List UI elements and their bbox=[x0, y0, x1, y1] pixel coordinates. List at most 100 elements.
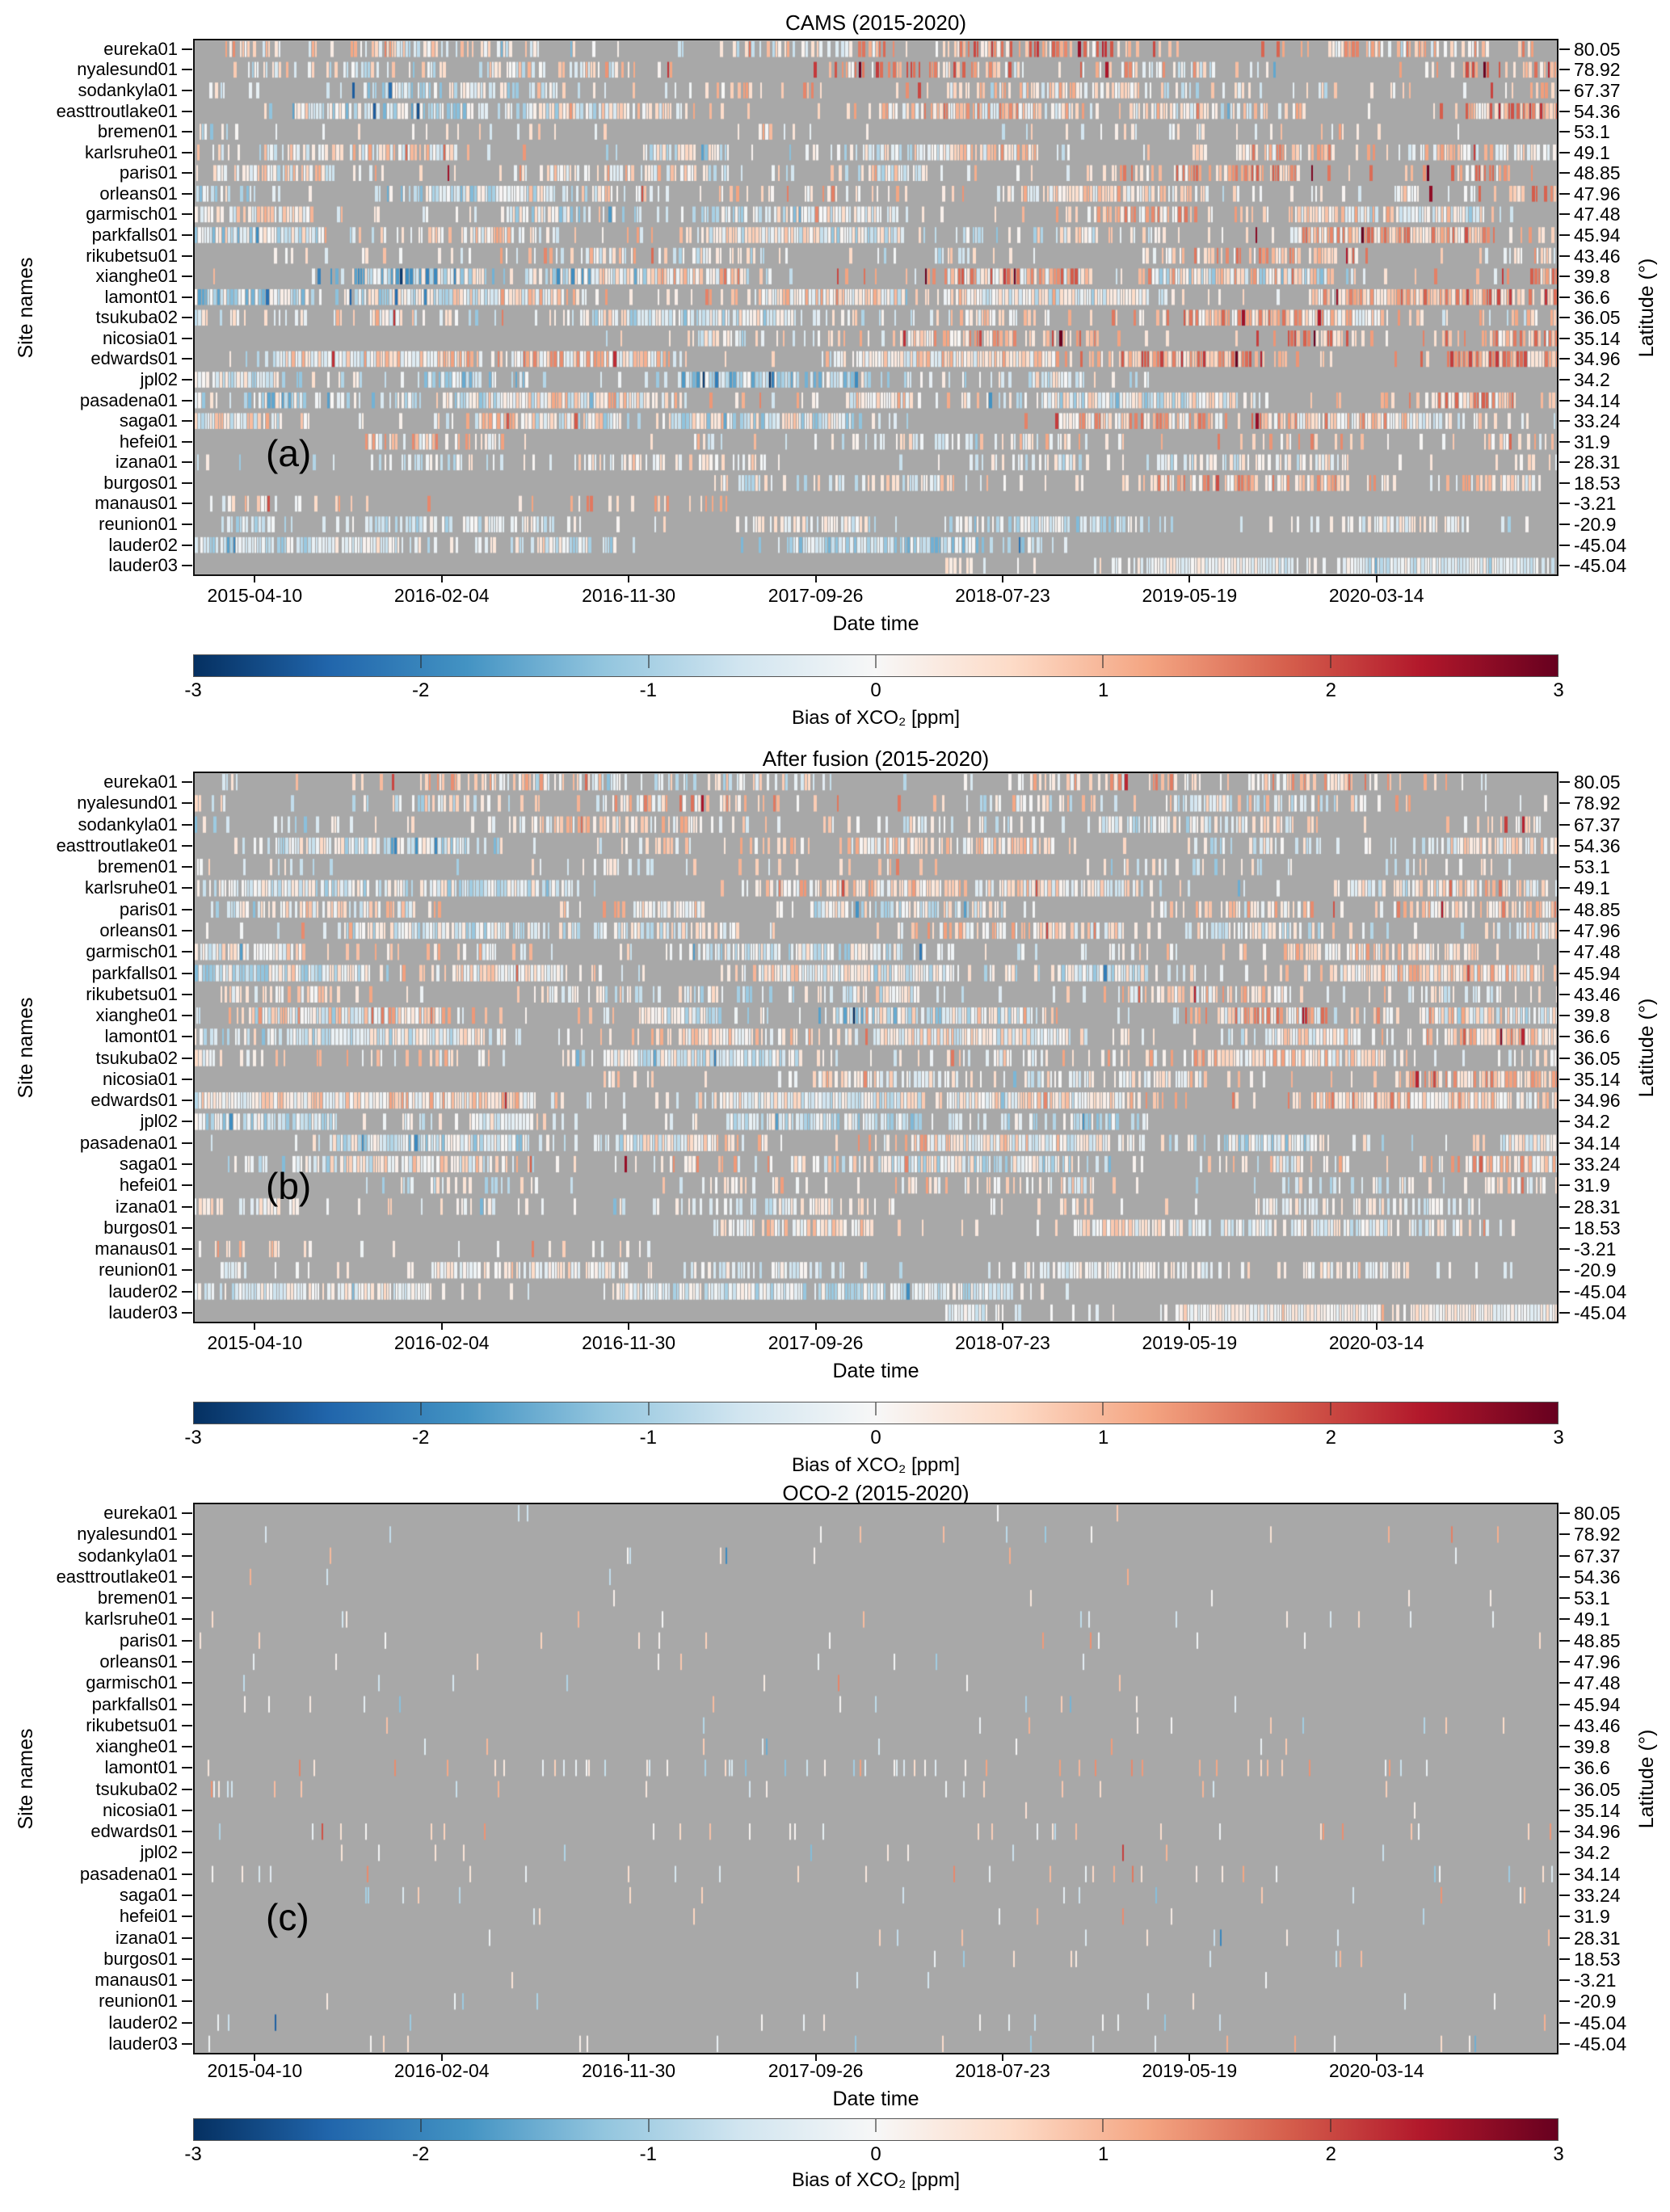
latitude-label: -45.04 bbox=[1574, 534, 1627, 556]
y-tick-right bbox=[1559, 1100, 1570, 1102]
colorbar-tick-label: 3 bbox=[1553, 2143, 1564, 2165]
latitude-label: 31.9 bbox=[1574, 1906, 1610, 1928]
y-tick-right bbox=[1559, 1831, 1570, 1833]
site-label: tsukuba02 bbox=[95, 1778, 178, 1799]
y-tick-left bbox=[182, 1226, 192, 1229]
site-label: lauder02 bbox=[108, 2012, 178, 2033]
site-label: tsukuba02 bbox=[95, 307, 178, 328]
colorbar-tick bbox=[1102, 1402, 1104, 1415]
y-tick-right bbox=[1559, 1248, 1570, 1251]
y-tick-left bbox=[182, 151, 192, 153]
y-tick-right bbox=[1559, 1767, 1570, 1769]
colorbar-tick bbox=[1329, 1402, 1331, 1415]
latitude-label: 35.14 bbox=[1574, 327, 1621, 349]
latitude-label: 67.37 bbox=[1574, 814, 1621, 835]
site-label: lauder02 bbox=[108, 534, 178, 555]
y-tick-left bbox=[182, 420, 192, 423]
latitude-label: 47.96 bbox=[1574, 183, 1621, 204]
colorbar-tick bbox=[875, 1402, 877, 1415]
site-label: rikubetsu01 bbox=[86, 1714, 178, 1735]
latitude-label: 47.48 bbox=[1574, 204, 1621, 225]
site-label: eureka01 bbox=[103, 772, 178, 793]
site-label: pasadena01 bbox=[79, 1132, 178, 1153]
x-tick bbox=[254, 1323, 256, 1330]
y-tick-right bbox=[1559, 1661, 1570, 1663]
y-tick-left bbox=[182, 2000, 192, 2003]
colorbar-tick bbox=[875, 655, 877, 668]
site-label: hefei01 bbox=[119, 431, 178, 452]
colorbar-tick-label: 0 bbox=[870, 1427, 881, 1449]
y-tick-left bbox=[182, 972, 192, 974]
y-tick-right bbox=[1559, 89, 1570, 91]
colorbar-tick-label: 2 bbox=[1325, 2143, 1336, 2165]
colorbar bbox=[193, 1402, 1559, 1424]
y-tick-left bbox=[182, 844, 192, 847]
x-tick-label: 2015-04-10 bbox=[207, 585, 303, 606]
site-label: lamont01 bbox=[104, 1757, 178, 1778]
site-label: orleans01 bbox=[99, 920, 178, 941]
panel-letter: (b) bbox=[266, 1165, 312, 1207]
colorbar bbox=[193, 2118, 1559, 2141]
latitude-label: 49.1 bbox=[1574, 877, 1610, 899]
latitude-label: 54.36 bbox=[1574, 1566, 1621, 1588]
site-label: izana01 bbox=[115, 1196, 178, 1217]
site-label: parkfalls01 bbox=[91, 1693, 178, 1714]
colorbar-tick bbox=[647, 1402, 650, 1415]
y-tick-right bbox=[1559, 1703, 1570, 1705]
y-tick-right bbox=[1559, 151, 1570, 153]
y-tick-left bbox=[182, 1100, 192, 1102]
site-label: orleans01 bbox=[99, 183, 178, 204]
site-label: nicosia01 bbox=[103, 1799, 178, 1820]
y-tick-left bbox=[182, 440, 192, 443]
latitude-label: 33.24 bbox=[1574, 1153, 1621, 1175]
site-label: izana01 bbox=[115, 452, 178, 473]
x-tick bbox=[1188, 2054, 1191, 2061]
y-tick-right bbox=[1559, 887, 1570, 889]
latitude-label: -20.9 bbox=[1574, 1259, 1617, 1281]
latitude-label: 78.92 bbox=[1574, 1524, 1621, 1545]
colorbar-tick-label: -3 bbox=[184, 679, 202, 701]
y-tick-left bbox=[182, 1937, 192, 1939]
y-tick-left bbox=[182, 275, 192, 278]
x-tick bbox=[1375, 1323, 1378, 1330]
latitude-label: 34.2 bbox=[1574, 369, 1610, 391]
site-label: lauder02 bbox=[108, 1281, 178, 1302]
x-tick-label: 2020-03-14 bbox=[1328, 1332, 1424, 1353]
latitude-label: 18.53 bbox=[1574, 1948, 1621, 1970]
latitude-label: 54.36 bbox=[1574, 835, 1621, 856]
x-tick bbox=[814, 2054, 817, 2061]
y-tick-right bbox=[1559, 1184, 1570, 1187]
site-label: reunion01 bbox=[99, 514, 178, 535]
y-tick-right bbox=[1559, 420, 1570, 423]
latitude-label: 35.14 bbox=[1574, 1799, 1621, 1821]
latitude-label: 47.48 bbox=[1574, 941, 1621, 963]
y-tick-left bbox=[182, 296, 192, 298]
x-axis-label: Date time bbox=[832, 2088, 919, 2110]
site-label: xianghe01 bbox=[95, 1736, 178, 1757]
latitude-label: 36.05 bbox=[1574, 1047, 1621, 1069]
latitude-label: 34.14 bbox=[1574, 389, 1621, 411]
site-label: pasadena01 bbox=[79, 1863, 178, 1884]
site-label: bremen01 bbox=[97, 1588, 178, 1609]
colorbar-tick bbox=[420, 2119, 423, 2132]
x-tick-label: 2017-09-26 bbox=[768, 585, 864, 606]
y-tick-left bbox=[182, 69, 192, 71]
colorbar-tick bbox=[1329, 2119, 1331, 2132]
y-tick-right bbox=[1559, 1512, 1570, 1515]
y-tick-right bbox=[1559, 48, 1570, 50]
y-tick-right bbox=[1559, 1205, 1570, 1208]
site-label: easttroutlake01 bbox=[56, 100, 178, 121]
site-label: lauder03 bbox=[108, 555, 178, 576]
y-tick-left bbox=[182, 993, 192, 995]
y-tick-right bbox=[1559, 69, 1570, 71]
panel-title: OCO-2 (2015-2020) bbox=[782, 1481, 970, 1505]
y-tick-right bbox=[1559, 503, 1570, 505]
y-tick-right bbox=[1559, 317, 1570, 319]
y-tick-right bbox=[1559, 565, 1570, 567]
latitude-label: 34.96 bbox=[1574, 1090, 1621, 1112]
site-label: saga01 bbox=[119, 410, 178, 431]
x-tick bbox=[1375, 2054, 1378, 2061]
y-tick-left bbox=[182, 1290, 192, 1293]
y-tick-right bbox=[1559, 110, 1570, 112]
x-tick-label: 2020-03-14 bbox=[1328, 2060, 1424, 2081]
